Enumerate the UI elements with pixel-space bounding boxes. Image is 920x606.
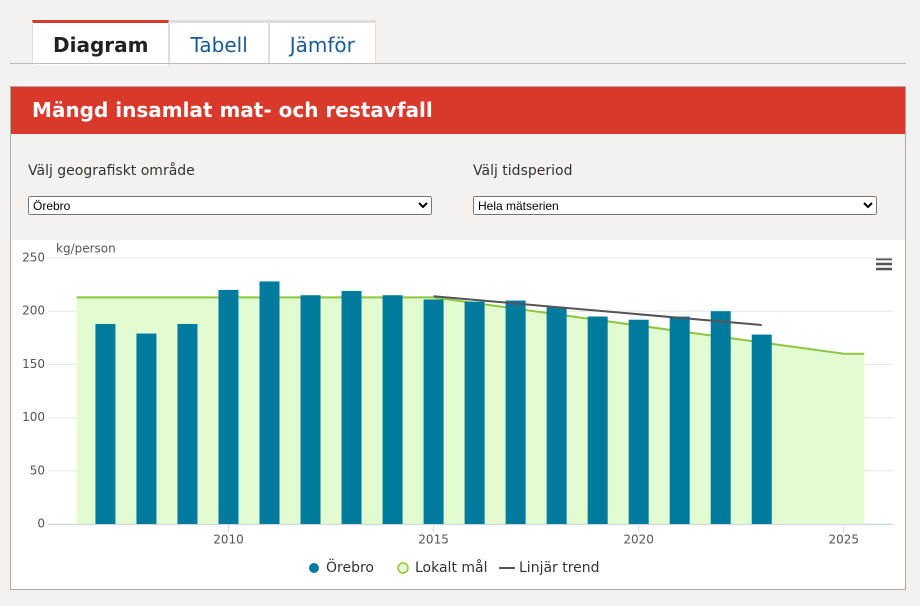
- legend-label[interactable]: Linjär trend: [519, 560, 600, 576]
- bar: [218, 289, 239, 524]
- area-select[interactable]: Örebro: [28, 196, 432, 215]
- panel: Mängd insamlat mat- och restavfall Välj …: [10, 86, 906, 590]
- panel-title: Mängd insamlat mat- och restavfall: [11, 87, 905, 134]
- bar: [177, 323, 198, 524]
- chart: kg/person 0 50 100 150 200 250 2010 2015 2020 202…: [11, 240, 905, 589]
- bar: [382, 295, 403, 524]
- bar: [300, 295, 321, 524]
- y-axis-title: kg/person: [56, 242, 116, 256]
- y-tick-label: 200: [22, 304, 45, 318]
- y-tick-label: 0: [37, 517, 45, 531]
- legend-symbol: [309, 563, 319, 573]
- bar: [628, 319, 649, 524]
- bar: [669, 316, 690, 524]
- bar: [136, 333, 157, 524]
- legend-symbol: [397, 562, 409, 574]
- bar: [259, 281, 280, 524]
- y-tick-label: 250: [22, 251, 45, 265]
- x-tick-label: 2020: [623, 533, 654, 547]
- menu-icon[interactable]: [876, 257, 892, 271]
- bar: [464, 301, 485, 524]
- x-tick-label: 2010: [213, 533, 244, 547]
- legend-label[interactable]: Örebro: [326, 558, 374, 576]
- y-tick-label: 150: [22, 357, 45, 371]
- filter-label: Välj tidsperiod: [473, 163, 573, 179]
- y-tick-label: 100: [22, 410, 45, 424]
- tab-bar: Diagram Tabell Jämför: [32, 20, 376, 65]
- tab[interactable]: Jämför: [268, 20, 376, 64]
- legend-label[interactable]: Lokalt mål: [415, 559, 488, 576]
- tab[interactable]: Diagram: [32, 20, 170, 65]
- bar: [546, 306, 567, 524]
- divider: [10, 63, 906, 64]
- y-tick-label: 50: [30, 463, 45, 477]
- bar: [505, 300, 526, 524]
- bar: [587, 316, 608, 524]
- filter-label: Välj geografiskt område: [28, 163, 195, 179]
- x-tick-label: 2025: [829, 533, 860, 547]
- tab[interactable]: Tabell: [169, 20, 269, 64]
- bar: [710, 311, 731, 524]
- trend-line: [433, 295, 762, 327]
- x-tick-label: 2015: [418, 533, 449, 547]
- bar: [751, 334, 772, 524]
- period-select[interactable]: Hela mätserien: [473, 196, 877, 215]
- bar: [341, 290, 362, 524]
- bar: [423, 299, 444, 524]
- bar: [95, 323, 116, 524]
